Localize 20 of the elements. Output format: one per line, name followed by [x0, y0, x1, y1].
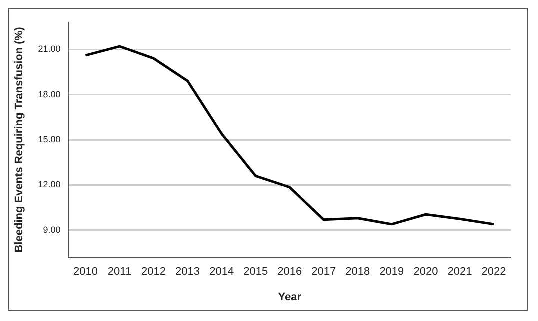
x-tick-label: 2011: [108, 266, 132, 278]
x-tick-label: 2014: [210, 266, 234, 278]
x-tick-label: 2013: [176, 266, 200, 278]
y-tick-label: 18.00: [38, 89, 61, 100]
y-tick-label: 21.00: [38, 44, 61, 54]
x-tick-label: 2016: [278, 266, 302, 278]
x-tick-label: 2022: [482, 266, 506, 278]
x-tick-label: 2018: [346, 266, 370, 278]
x-tick-label: 2010: [73, 266, 98, 278]
x-tick-label: 2020: [414, 266, 438, 278]
y-tick-label: 9.00: [43, 224, 61, 235]
x-tick-label: 2021: [448, 266, 472, 278]
x-tick-label: 2019: [380, 266, 404, 278]
y-tick-label: 12.00: [38, 180, 61, 190]
y-axis-title: Bleeding Events Requiring Transfusion (%): [14, 26, 26, 253]
y-tick-label: 15.00: [38, 134, 61, 144]
x-tick-label: 2015: [244, 266, 268, 278]
x-tick-label: 2012: [142, 266, 166, 278]
x-axis-title: Year: [278, 291, 302, 304]
x-tick-label: 2017: [312, 266, 336, 278]
